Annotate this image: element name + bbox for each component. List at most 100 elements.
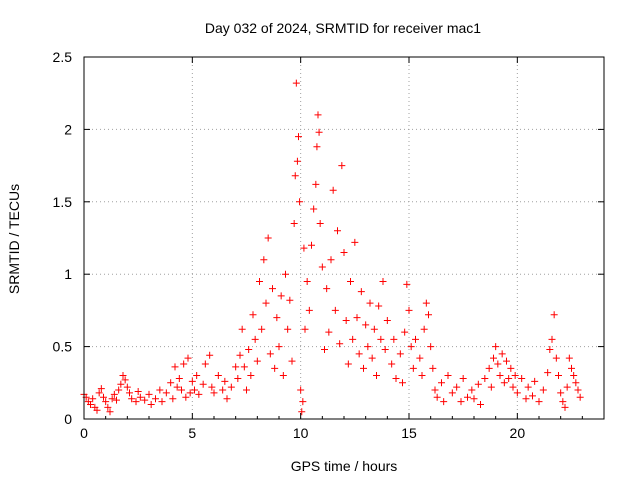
- data-point: [175, 374, 183, 382]
- data-point: [429, 364, 437, 372]
- data-point: [338, 162, 346, 170]
- data-point: [334, 227, 341, 235]
- data-point: [366, 299, 374, 307]
- data-point: [123, 383, 131, 391]
- data-point: [388, 360, 396, 368]
- data-point: [234, 374, 242, 382]
- data-point: [539, 386, 547, 394]
- data-point: [145, 390, 153, 398]
- y-tick-label: 1: [64, 266, 72, 282]
- x-tick-label: 10: [293, 425, 309, 441]
- data-point: [251, 335, 259, 343]
- data-point: [291, 172, 299, 180]
- data-point: [561, 403, 569, 411]
- data-point: [206, 351, 214, 359]
- data-point: [507, 364, 515, 372]
- data-point: [271, 364, 279, 372]
- x-tick-label: 0: [80, 425, 88, 441]
- data-point: [227, 383, 235, 391]
- data-point: [498, 350, 506, 358]
- data-point: [340, 248, 348, 256]
- y-tick-label: 0.5: [53, 339, 73, 355]
- data-point: [329, 186, 337, 194]
- data-point: [284, 325, 292, 333]
- data-point: [132, 398, 140, 406]
- data-point: [433, 393, 441, 401]
- data-point: [522, 395, 530, 403]
- data-point: [377, 335, 385, 343]
- data-point: [552, 354, 560, 362]
- data-point: [195, 390, 203, 398]
- data-point: [576, 393, 584, 401]
- grid-lines: [84, 57, 604, 419]
- data-point: [392, 374, 400, 382]
- data-point: [279, 372, 287, 380]
- data-point: [288, 357, 296, 365]
- data-point: [323, 285, 331, 293]
- data-point: [453, 383, 461, 391]
- data-point: [325, 328, 333, 336]
- data-point: [184, 354, 192, 362]
- data-point: [492, 343, 500, 351]
- data-point: [214, 372, 222, 380]
- data-point: [223, 395, 231, 403]
- data-point: [126, 389, 133, 397]
- data-point: [243, 386, 250, 394]
- data-point: [171, 363, 179, 371]
- y-tick-label: 0: [64, 411, 72, 427]
- data-point: [173, 383, 181, 391]
- data-point: [305, 306, 313, 314]
- data-point: [162, 389, 170, 397]
- data-point: [364, 343, 372, 351]
- data-point: [557, 389, 565, 397]
- axis-ticks: [83, 56, 605, 420]
- data-point: [128, 395, 136, 403]
- data-point: [383, 317, 391, 325]
- data-point: [448, 389, 456, 397]
- data-point: [266, 350, 274, 358]
- data-point: [418, 372, 426, 380]
- data-point: [355, 350, 363, 358]
- data-point: [258, 325, 266, 333]
- data-point: [559, 398, 567, 406]
- data-point: [316, 220, 324, 228]
- data-point: [440, 398, 448, 406]
- data-point: [293, 157, 301, 165]
- data-point: [349, 335, 357, 343]
- data-point: [152, 395, 159, 403]
- data-point: [574, 386, 582, 394]
- data-point: [379, 277, 387, 285]
- data-point: [180, 360, 188, 368]
- data-point: [262, 299, 270, 307]
- data-point: [147, 401, 155, 409]
- data-point: [87, 401, 94, 409]
- data-point: [106, 408, 114, 416]
- data-point: [524, 383, 532, 391]
- data-point: [249, 311, 257, 319]
- data-point: [210, 389, 218, 397]
- data-point: [351, 238, 359, 246]
- data-point: [416, 354, 424, 362]
- data-point: [360, 364, 367, 372]
- data-point: [381, 345, 389, 353]
- data-point: [290, 220, 298, 228]
- data-point: [95, 389, 103, 397]
- data-point: [327, 256, 335, 264]
- data-point: [308, 241, 315, 249]
- data-point: [375, 302, 383, 310]
- data-point: [141, 396, 149, 404]
- data-point: [555, 372, 562, 380]
- data-point: [178, 386, 185, 394]
- data-point: [336, 340, 344, 348]
- x-axis-label: GPS time / hours: [291, 458, 398, 474]
- data-point: [219, 386, 227, 394]
- data-point: [110, 390, 118, 398]
- data-points: [80, 79, 584, 416]
- data-point: [344, 360, 352, 368]
- data-point: [373, 372, 380, 380]
- data-point: [221, 377, 229, 385]
- data-point: [102, 398, 110, 406]
- data-point: [568, 364, 575, 372]
- data-point: [300, 244, 308, 252]
- data-point: [572, 379, 580, 387]
